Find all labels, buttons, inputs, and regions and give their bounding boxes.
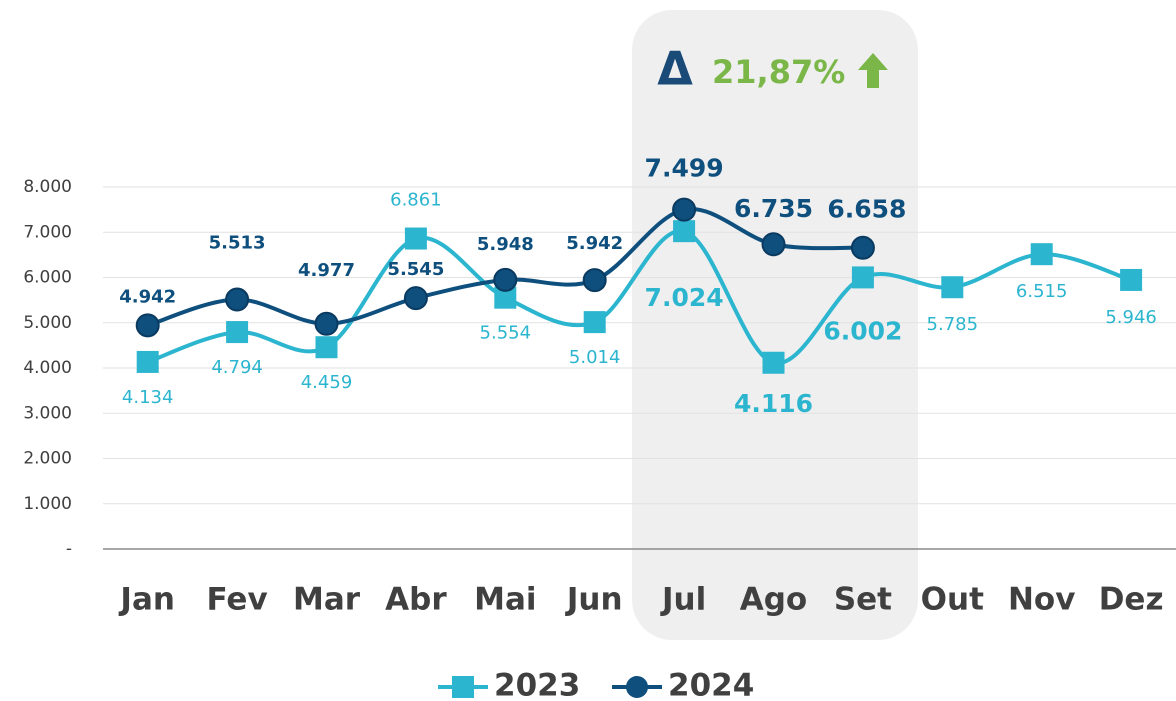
data-label: 5.014 [569, 347, 621, 368]
data-label: 4.459 [301, 372, 353, 393]
y-tick-label: - [66, 539, 72, 559]
legend-label: 2024 [668, 668, 754, 701]
data-label: 4.794 [211, 357, 263, 378]
marker [403, 286, 428, 311]
y-tick-label: 2.000 [23, 449, 72, 469]
x-tick-label: Mar [293, 582, 361, 618]
up-arrow [858, 53, 888, 88]
x-tick-label: Ago [740, 582, 807, 618]
marker [761, 232, 786, 257]
x-tick-label: Jun [565, 582, 623, 618]
y-tick-label: 1.000 [23, 494, 72, 514]
x-tick-label: Fev [207, 582, 268, 618]
data-label: 6.515 [1016, 281, 1068, 302]
data-label: 6.861 [390, 190, 442, 211]
annotation-symbol: Δ [657, 42, 693, 96]
data-label: 4.942 [119, 286, 176, 307]
annotation-text: 21,87% [712, 53, 845, 91]
y-tick-label: 7.000 [23, 222, 72, 242]
x-tick-label: Jul [660, 582, 706, 618]
data-label: 5.513 [209, 233, 266, 254]
data-label: 7.024 [645, 283, 724, 312]
marker [851, 266, 874, 289]
marker [404, 227, 427, 250]
data-label: 7.499 [645, 154, 724, 183]
marker [673, 220, 696, 243]
y-tick-label: 6.000 [23, 268, 72, 288]
data-label: 5.785 [927, 314, 979, 335]
data-label: 5.946 [1105, 307, 1157, 328]
marker [315, 336, 338, 359]
marker [672, 197, 697, 222]
marker [493, 267, 518, 292]
x-tick-label: Dez [1099, 582, 1164, 618]
x-tick-label: Nov [1008, 582, 1075, 618]
marker [226, 321, 249, 344]
x-tick-label: Mai [474, 582, 536, 618]
legend-label: 2023 [494, 668, 580, 701]
data-label: 5.948 [477, 234, 534, 255]
y-tick-label: 3.000 [23, 403, 72, 423]
legend-marker [452, 676, 474, 698]
data-label: 4.134 [122, 387, 174, 408]
marker [850, 235, 875, 260]
x-tick-label: Abr [385, 582, 447, 618]
marker [1120, 268, 1143, 291]
marker [136, 350, 159, 373]
marker [762, 351, 785, 374]
marker [941, 276, 964, 299]
y-tick-label: 8.000 [23, 177, 72, 197]
y-tick-label: 4.000 [23, 358, 72, 378]
marker [135, 313, 160, 338]
data-label: 4.977 [298, 260, 355, 281]
data-label: 6.002 [823, 316, 902, 345]
data-label: 5.942 [566, 233, 623, 254]
marker [494, 286, 517, 309]
x-tick-label: Set [834, 582, 892, 618]
x-tick-label: Out [921, 582, 984, 618]
marker [583, 311, 606, 334]
data-label: 4.116 [734, 389, 813, 418]
marker [582, 268, 607, 293]
marker [314, 311, 339, 336]
legend-marker [626, 676, 648, 698]
data-label: 5.545 [387, 259, 444, 280]
data-label: 5.554 [480, 323, 532, 344]
highlight-box [632, 10, 918, 640]
marker [1030, 243, 1053, 266]
data-label: 6.658 [827, 195, 906, 224]
marker [225, 287, 250, 312]
data-label: 6.735 [734, 194, 813, 223]
x-tick-label: Jan [118, 582, 175, 618]
y-tick-label: 5.000 [23, 313, 72, 333]
